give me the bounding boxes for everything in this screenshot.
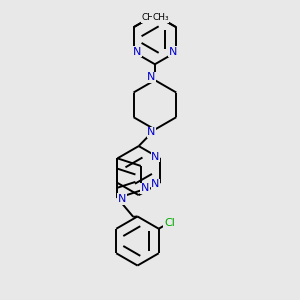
Text: N: N [141, 184, 149, 194]
Text: N: N [118, 194, 126, 204]
Text: N: N [152, 152, 160, 162]
Text: CH₃: CH₃ [141, 14, 158, 22]
Text: N: N [152, 179, 160, 189]
Text: CH₃: CH₃ [152, 14, 169, 22]
Text: N: N [133, 47, 141, 57]
Text: N: N [147, 72, 156, 82]
Text: N: N [169, 47, 177, 57]
Text: N: N [147, 128, 156, 137]
Text: Cl: Cl [164, 218, 175, 228]
